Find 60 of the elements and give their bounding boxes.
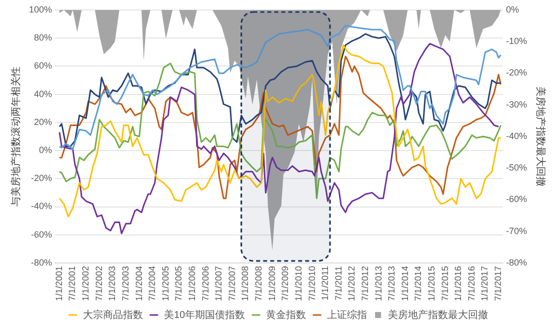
legend-label: 上证综指	[327, 308, 368, 321]
y2-tick-label: -50%	[506, 162, 528, 173]
y2-tick-label: -80%	[506, 257, 528, 268]
x-tick-label: 7/1/2014	[413, 266, 424, 302]
y2-axis-title: 美房地产指数最大回撤	[534, 86, 546, 186]
y-tick-label: -40%	[31, 201, 52, 212]
x-tick-label: 1/1/2014	[400, 266, 410, 302]
y-tick-label: -80%	[31, 257, 52, 268]
x-tick-label: 7/1/2015	[440, 266, 450, 302]
x-tick-label: 1/1/2009	[266, 266, 277, 302]
y2-tick-label: -20%	[506, 68, 528, 78]
x-tick-label: 1/1/2004	[134, 266, 144, 302]
y-tick-label: 0%	[39, 145, 52, 156]
x-tick-label: 7/1/2002	[94, 266, 104, 302]
x-tick-label: 1/1/2016	[453, 266, 464, 302]
x-tick-label: 1/1/2012	[346, 266, 357, 302]
y2-tick-label: -30%	[506, 99, 528, 110]
x-tick-label: 1/1/2008	[240, 266, 250, 302]
x-tick-label: 7/1/2006	[200, 266, 210, 302]
x-tick-label: 7/1/2004	[147, 266, 158, 302]
legend-label: 美10年期国债指数	[164, 308, 246, 321]
y2-tick-label: -40%	[506, 130, 528, 141]
x-tick-label: 1/1/2001	[54, 266, 64, 302]
y-tick-label: -60%	[31, 229, 52, 240]
legend-label: 大宗商品指数	[82, 308, 143, 321]
x-tick-label: 1/1/2015	[426, 266, 437, 302]
x-tick-label: 7/1/2003	[120, 266, 130, 302]
y-tick-label: -20%	[31, 173, 52, 184]
x-tick-label: 7/1/2005	[174, 266, 184, 302]
x-tick-label: 7/1/2009	[280, 266, 290, 302]
x-tick-label: 1/1/2011	[320, 266, 330, 300]
x-tick-label: 7/1/2001	[67, 266, 78, 302]
y2-tick-label: -70%	[506, 226, 528, 236]
y-tick-label: 60%	[34, 60, 52, 71]
legend-label: 黄金指数	[266, 308, 306, 321]
x-tick-label: 1/1/2002	[80, 266, 91, 302]
y-tick-label: 100%	[28, 4, 52, 14]
y-axis-title: 与美房地产指数滚动两年相关性	[10, 66, 22, 206]
y-tick-label: 20%	[34, 116, 52, 127]
y2-tick-label: -60%	[506, 194, 528, 204]
x-tick-label: 7/1/2011	[333, 266, 344, 300]
x-tick-label: 1/1/2006	[187, 266, 197, 302]
x-tick-label: 7/1/2012	[360, 266, 370, 302]
x-tick-label: 1/1/2003	[107, 266, 118, 302]
y-tick-label: 80%	[34, 32, 52, 43]
x-tick-label: 7/1/2008	[254, 266, 264, 302]
legend-label: 美房地产指数最大回撤	[388, 308, 488, 321]
x-tick-label: 7/1/2013	[386, 266, 397, 302]
x-tick-label: 1/1/2017	[480, 266, 490, 302]
x-tick-label: 7/1/2017	[493, 266, 504, 302]
x-tick-label: 7/1/2007	[226, 266, 237, 302]
x-tick-label: 1/1/2007	[214, 266, 224, 302]
x-tick-label: 7/1/2016	[466, 266, 476, 302]
y-tick-label: 40%	[34, 88, 52, 99]
x-tick-label: 7/1/2010	[306, 266, 317, 302]
x-tick-label: 1/1/2005	[160, 266, 170, 302]
y2-tick-label: -10%	[506, 36, 528, 46]
x-tick-label: 1/1/2013	[373, 266, 384, 302]
y2-tick-label: 0%	[506, 4, 520, 14]
x-tick-label: 1/1/2010	[293, 266, 304, 302]
